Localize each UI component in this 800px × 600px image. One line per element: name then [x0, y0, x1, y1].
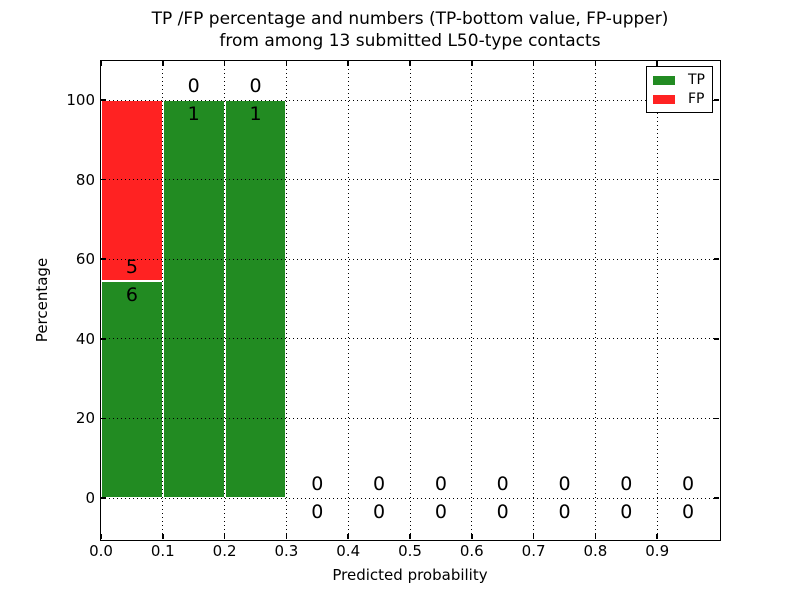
gridline-x-0.8 — [594, 61, 596, 539]
x-tick-bottom-0.1 — [162, 534, 164, 539]
y-tick-label-40: 40 — [75, 329, 95, 348]
tp-count-label-9: 0 — [682, 501, 695, 523]
legend-label-fp: FP — [688, 91, 705, 107]
gridline-x-0.5 — [409, 61, 411, 539]
fp-count-label-0: 5 — [125, 255, 138, 278]
x-axis-label: Predicted probability — [332, 566, 488, 584]
x-tick-label-0.1: 0.1 — [150, 542, 175, 560]
fp-count-label-2: 0 — [249, 75, 262, 97]
y-tick-left-20 — [101, 417, 106, 420]
x-tick-top-0.3 — [285, 61, 288, 66]
x-tick-label-0.8: 0.8 — [583, 542, 608, 560]
gridline-x-0.6 — [471, 61, 473, 539]
x-tick-label-0.2: 0.2 — [212, 542, 237, 560]
x-tick-bottom-0.6 — [471, 534, 473, 539]
x-tick-label-0.6: 0.6 — [459, 542, 484, 560]
gridline-x-0.9 — [656, 61, 658, 539]
tp-color-swatch — [653, 76, 675, 85]
chart-title-line2: from among 13 submitted L50-type contact… — [219, 31, 601, 51]
fp-count-label-1: 0 — [187, 75, 200, 97]
x-tick-label-0.7: 0.7 — [521, 542, 546, 560]
fp-count-label-4: 0 — [373, 473, 386, 495]
x-tick-bottom-0.7 — [532, 534, 535, 539]
tp-count-label-4: 0 — [373, 501, 386, 523]
x-tick-label-0.5: 0.5 — [398, 542, 422, 560]
y-tick-left-40 — [101, 338, 106, 340]
x-tick-top-0.9 — [656, 61, 658, 66]
gridline-x-0.2 — [224, 61, 226, 539]
x-tick-top-0.4 — [347, 61, 349, 66]
x-tick-bottom-0.5 — [409, 534, 411, 539]
tp-count-label-6: 0 — [496, 501, 509, 523]
bar-tp-segment-2 — [224, 100, 287, 498]
tp-count-label-0: 6 — [125, 283, 138, 306]
x-tick-bottom-0.2 — [223, 534, 226, 539]
x-tick-top-0.0 — [100, 61, 102, 66]
tp-count-label-8: 0 — [620, 501, 633, 523]
fp-count-label-6: 0 — [496, 473, 509, 495]
bar-tp-segment-1 — [162, 100, 225, 498]
y-tick-label-80: 80 — [75, 170, 95, 189]
y-tick-right-20 — [714, 417, 719, 420]
y-tick-right-0 — [714, 497, 719, 499]
x-tick-label-0.0: 0.0 — [89, 542, 113, 560]
y-tick-label-100: 100 — [66, 91, 95, 109]
legend-item-tp: TP — [647, 71, 712, 90]
gridline-x-0.3 — [285, 61, 287, 539]
y-tick-right-60 — [714, 258, 719, 260]
gridline-x-0.4 — [347, 61, 349, 539]
gridline-x-0.1 — [162, 61, 164, 539]
legend-label-tp: TP — [688, 72, 705, 88]
bar-fp-segment-0 — [101, 100, 163, 281]
x-tick-label-0.4: 0.4 — [336, 542, 361, 560]
fp-count-label-8: 0 — [620, 473, 633, 495]
tp-count-label-7: 0 — [558, 501, 571, 523]
x-tick-label-0.3: 0.3 — [274, 542, 299, 560]
fp-count-label-7: 0 — [558, 473, 571, 495]
bar-tp-segment-0 — [101, 280, 163, 498]
x-tick-top-0.8 — [594, 61, 597, 66]
tp-count-label-3: 0 — [311, 501, 324, 523]
y-tick-right-40 — [714, 338, 719, 340]
tp-count-label-5: 0 — [434, 501, 447, 523]
fp-color-swatch — [653, 95, 675, 104]
y-tick-left-100 — [101, 99, 106, 101]
x-tick-bottom-0.3 — [285, 534, 288, 539]
y-tick-label-20: 20 — [75, 409, 95, 428]
fp-count-label-5: 0 — [434, 473, 447, 495]
y-tick-label-0: 0 — [85, 489, 95, 507]
x-tick-top-0.1 — [162, 61, 164, 66]
x-tick-bottom-0.0 — [100, 534, 102, 539]
legend: TP FP — [646, 66, 713, 113]
fp-count-label-3: 0 — [311, 473, 324, 495]
x-tick-top-0.6 — [471, 61, 473, 66]
x-tick-bottom-0.9 — [656, 534, 658, 539]
legend-item-fp: FP — [647, 90, 712, 109]
x-tick-bottom-0.8 — [594, 534, 597, 539]
chart-title-line1: TP /FP percentage and numbers (TP-bottom… — [151, 9, 669, 29]
x-tick-top-0.2 — [223, 61, 226, 66]
y-tick-left-0 — [101, 497, 106, 499]
y-tick-right-100 — [714, 99, 719, 101]
x-tick-top-0.5 — [409, 61, 411, 66]
x-tick-bottom-0.4 — [347, 534, 349, 539]
chart-title: TP /FP percentage and numbers (TP-bottom… — [10, 8, 800, 52]
y-tick-left-60 — [101, 258, 106, 260]
y-tick-label-60: 60 — [75, 250, 95, 269]
tp-count-label-2: 1 — [249, 103, 262, 125]
plot-area — [100, 61, 719, 539]
fp-count-label-9: 0 — [682, 473, 695, 495]
y-tick-right-80 — [714, 178, 719, 181]
x-tick-top-0.7 — [532, 61, 535, 66]
tp-count-label-1: 1 — [187, 103, 200, 125]
gridline-x-0.7 — [533, 61, 535, 539]
y-tick-left-80 — [101, 178, 106, 181]
x-tick-label-0.9: 0.9 — [645, 542, 670, 560]
